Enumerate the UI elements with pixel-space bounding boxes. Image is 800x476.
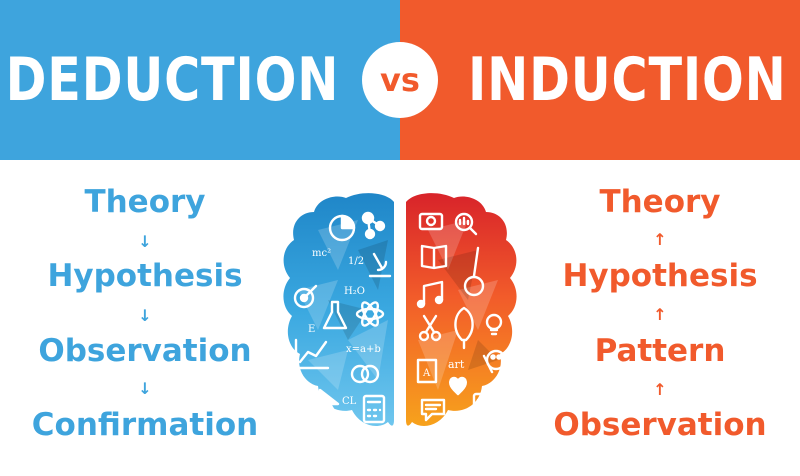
venn-icon [350,364,380,384]
music-notes-icon [416,280,444,309]
scissors-icon [418,314,442,342]
molecule-icon [361,211,386,240]
formula-mc2: mc² [312,248,331,259]
induction-step-observation: Observation [553,407,767,443]
down-arrow-icon: ↓ [138,379,152,398]
down-arrow-icon: ↓ [138,306,152,325]
tablet-icon [472,392,494,422]
cursor-icon [318,388,340,418]
line-graph-icon [294,338,330,370]
up-arrow-icon: ↑ [653,380,667,399]
induction-step-theory: Theory [599,184,721,220]
deduction-title: DEDUCTION [5,45,340,115]
guitar-icon [463,246,485,297]
deduction-step-theory: Theory [84,184,206,220]
leaf-icon [454,306,474,350]
speech-bubble-icon [420,398,446,422]
art-label: art [448,358,465,371]
down-arrow-icon: ↓ [138,232,152,251]
deduction-step-observation: Observation [38,333,252,369]
deduction-step-hypothesis: Hypothesis [47,258,243,294]
induction-step-pattern: Pattern [594,333,726,369]
induction-step-hypothesis: Hypothesis [562,258,758,294]
induction-title: INDUCTION [468,45,787,115]
painting-letter: A [422,368,431,379]
calculator-icon [362,394,386,424]
heart-icon [449,376,467,396]
formula-h2o: H₂O [344,286,365,297]
camera-icon [418,212,444,231]
letter-e: E [308,324,315,335]
brain-illustration: mc² 1/2 H₂O E x=a+b CL [283,193,517,426]
fraction-half: 1/2 [348,256,364,267]
book-icon [420,244,448,270]
microscope-icon [368,252,392,278]
deduction-steps: Theory ↓ Hypothesis ↓ Observation ↓ Conf… [0,170,290,470]
up-arrow-icon: ↑ [653,230,667,249]
lightbulb-icon [485,313,503,336]
painting-icon [416,358,438,384]
palette-icon [485,349,507,371]
vs-badge: vs [362,42,438,118]
up-arrow-icon: ↑ [653,305,667,324]
deduction-step-confirmation: Confirmation [31,407,259,443]
formula-cl: CL [342,396,357,407]
induction-steps: Theory ↑ Hypothesis ↑ Pattern ↑ Observat… [515,170,800,470]
atom-icon [355,301,385,327]
pie-chart-icon [328,214,356,242]
flask-icon [322,300,348,330]
deduction-banner: DEDUCTION [0,0,400,160]
formula-x-a-b: x=a+b [346,344,381,355]
induction-banner: INDUCTION [400,0,800,160]
search-chart-icon [454,212,478,236]
target-icon [293,284,318,309]
